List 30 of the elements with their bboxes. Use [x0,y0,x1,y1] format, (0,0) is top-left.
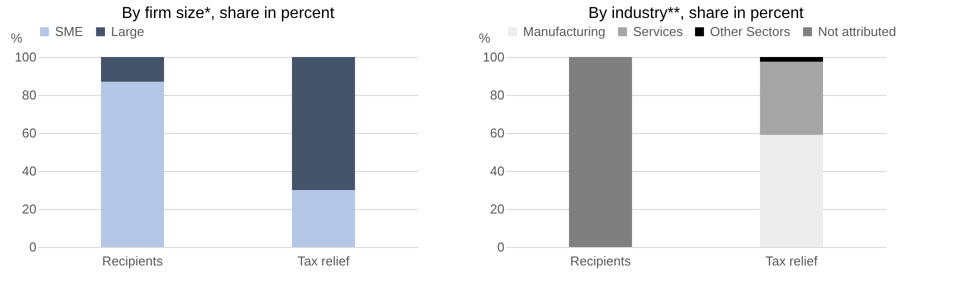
bar [101,57,164,82]
y-tick-label: 20 [490,202,504,216]
x-tick-label: Recipients [570,254,632,268]
legend-label: Other Sectors [710,24,791,39]
legend-label: Manufacturing [523,24,606,39]
legend-label: SME [55,24,84,39]
y-tick-label: 60 [490,126,504,140]
y-tick-label: 20 [22,202,36,216]
bar [101,82,164,247]
x-tick-label: Recipients [102,254,164,268]
y-axis-title: % [478,30,491,46]
x-tick-label: Tax relief [765,254,818,268]
chart-title: By industry**, share in percent [588,5,804,22]
y-tick-label: 40 [22,164,36,178]
legend-label: Services [633,24,684,39]
x-tick-label: Tax relief [297,254,350,268]
y-tick-label: 0 [29,240,36,254]
bar [292,190,355,247]
y-tick-label: 80 [490,88,504,102]
bar [292,57,355,190]
y-tick-label: 100 [482,50,504,64]
y-axis-title: % [10,30,23,46]
y-tick-label: 100 [14,50,36,64]
legend-label: Not attributed [818,24,896,39]
legend-label: Large [111,24,144,39]
y-tick-label: 0 [497,240,504,254]
chart-title: By firm size*, share in percent [122,5,335,22]
y-tick-label: 80 [22,88,36,102]
y-tick-label: 60 [22,126,36,140]
y-tick-label: 40 [490,164,504,178]
